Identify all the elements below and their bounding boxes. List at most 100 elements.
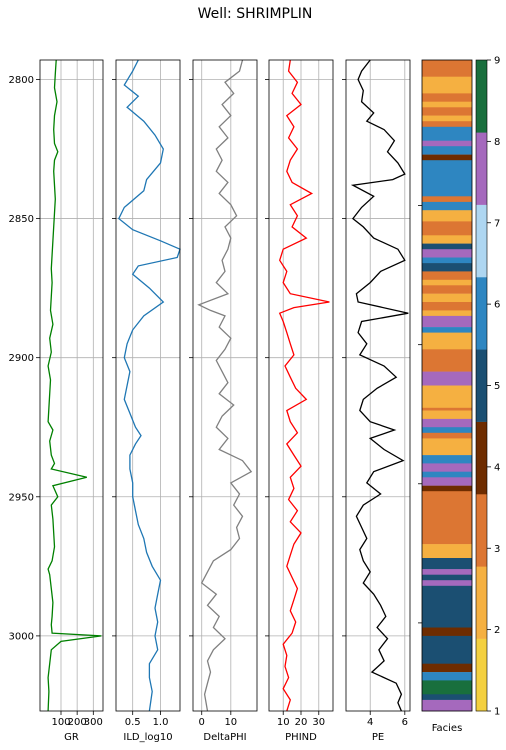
facies-interval bbox=[422, 471, 472, 478]
y-tick-label: 2950 bbox=[9, 492, 34, 503]
facies-interval bbox=[422, 107, 472, 116]
facies-interval bbox=[422, 580, 472, 587]
facies-interval bbox=[422, 293, 472, 303]
facies-interval bbox=[422, 332, 472, 350]
x-axis-label: ILD_log10 bbox=[123, 732, 172, 743]
colorbar-segment bbox=[476, 638, 487, 712]
y-tick-label: 3000 bbox=[9, 631, 34, 642]
x-tick-label: 200 bbox=[68, 717, 87, 728]
x-tick-label: 300 bbox=[84, 717, 103, 728]
track-ild-log10: 0.5 1.0 ILD_log10 bbox=[112, 59, 181, 743]
colorbar-tick-label: 8 bbox=[494, 137, 500, 148]
facies-interval bbox=[422, 249, 472, 258]
x-tick-label: 4 bbox=[367, 717, 373, 728]
facies-interval bbox=[422, 427, 472, 434]
x-axis-label: GR bbox=[64, 732, 79, 743]
facies-interval bbox=[422, 574, 472, 581]
log-curve-phind bbox=[278, 59, 330, 712]
facies-interval bbox=[422, 93, 472, 102]
colorbar-segment bbox=[476, 60, 487, 133]
facies-interval bbox=[422, 76, 472, 94]
facies-colorbar: 1 2 3 4 5 6 7 8 9 bbox=[475, 56, 500, 718]
facies-interval bbox=[422, 257, 472, 264]
facies-interval bbox=[422, 558, 472, 570]
log-curve-ild_log10 bbox=[117, 59, 181, 712]
colorbar-segment bbox=[476, 494, 487, 567]
x-tick-label: 100 bbox=[51, 717, 70, 728]
axes-frame bbox=[39, 59, 104, 712]
x-tick-label: 20 bbox=[295, 717, 308, 728]
colorbar-tick-label: 7 bbox=[494, 218, 500, 229]
facies-interval bbox=[422, 115, 472, 122]
axes-frame bbox=[115, 59, 181, 712]
log-curve-deltaphi bbox=[197, 59, 253, 712]
facies-interval bbox=[422, 694, 472, 701]
facies-interval bbox=[422, 327, 472, 333]
colorbar-tick-label: 3 bbox=[494, 544, 500, 555]
x-tick-label: 1.0 bbox=[153, 717, 169, 728]
x-tick-label: 0.5 bbox=[125, 717, 141, 728]
facies-interval bbox=[422, 121, 472, 128]
facies-interval bbox=[422, 410, 472, 420]
facies-interval bbox=[422, 635, 472, 664]
facies-interval bbox=[422, 407, 472, 411]
x-tick-label: 0 bbox=[199, 717, 205, 728]
track-phind: 10 20 30 PHIND bbox=[265, 59, 334, 743]
facies-interval bbox=[422, 349, 472, 372]
facies-interval bbox=[422, 243, 472, 250]
colorbar-segment bbox=[476, 204, 487, 278]
colorbar-tick-label: 6 bbox=[494, 300, 500, 311]
facies-interval bbox=[422, 154, 472, 161]
colorbar-tick-label: 2 bbox=[494, 625, 500, 636]
facies-interval bbox=[422, 463, 472, 472]
y-tick-label: 2850 bbox=[9, 214, 34, 225]
facies-interval bbox=[422, 101, 472, 108]
facies-interval bbox=[422, 263, 472, 272]
facies-interval bbox=[422, 491, 472, 545]
colorbar-tick-label: 9 bbox=[494, 56, 500, 67]
colorbar-segment bbox=[476, 132, 487, 205]
facies-interval bbox=[422, 196, 472, 203]
facies-interval bbox=[422, 418, 472, 428]
facies-interval bbox=[422, 455, 472, 464]
facies-interval bbox=[422, 60, 472, 77]
colorbar-tick-label: 5 bbox=[494, 381, 500, 392]
x-tick-label: 10 bbox=[277, 717, 290, 728]
facies-interval bbox=[422, 627, 472, 637]
y-tick-label: 2800 bbox=[9, 75, 34, 86]
facies-interval bbox=[422, 699, 472, 712]
facies-label: Facies bbox=[432, 723, 463, 734]
facies-interval bbox=[422, 371, 472, 386]
colorbar-tick-label: 4 bbox=[494, 462, 500, 473]
log-curve-gr bbox=[47, 59, 102, 712]
facies-interval bbox=[422, 663, 472, 673]
facies-interval bbox=[422, 146, 472, 155]
facies-interval bbox=[422, 544, 472, 559]
colorbar-segment bbox=[476, 421, 487, 495]
track-deltaphi: 0 10 DeltaPHI bbox=[189, 59, 258, 743]
facies-interval bbox=[422, 126, 472, 141]
x-axis-label: DeltaPHI bbox=[203, 732, 246, 743]
x-axis-label: PE bbox=[372, 732, 384, 743]
facies-interval bbox=[422, 438, 472, 456]
x-tick-label: 30 bbox=[312, 717, 325, 728]
x-axis-label: PHIND bbox=[285, 732, 317, 743]
facies-interval bbox=[422, 680, 472, 695]
facies-frame bbox=[421, 59, 473, 712]
facies-interval bbox=[422, 285, 472, 294]
track-pe: 4 6 PE bbox=[342, 59, 411, 743]
colorbar-segment bbox=[476, 277, 487, 350]
facies-interval bbox=[422, 201, 472, 211]
axes-frame bbox=[192, 59, 258, 712]
facies-interval bbox=[422, 302, 472, 311]
facies-interval bbox=[422, 385, 472, 409]
facies-interval bbox=[422, 569, 472, 575]
facies-interval bbox=[422, 477, 472, 486]
log-curve-pe bbox=[350, 59, 409, 712]
x-tick-label: 6 bbox=[402, 717, 408, 728]
colorbar-segment bbox=[476, 566, 487, 639]
facies-interval bbox=[422, 585, 472, 628]
